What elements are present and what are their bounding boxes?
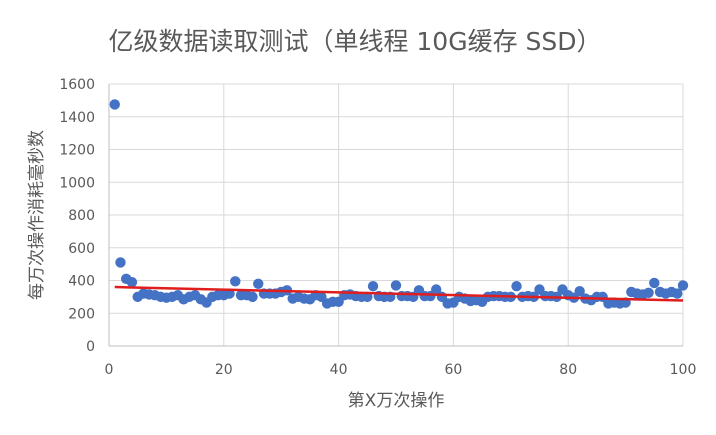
y-tick-label: 800 [68,208,95,224]
x-tick-label: 40 [330,362,348,378]
x-tick-label: 0 [105,362,114,378]
y-tick-label: 600 [68,241,95,257]
y-tick-label: 1600 [59,77,95,93]
data-point [126,276,138,288]
x-tick-label: 20 [215,362,233,378]
data-point [643,287,654,298]
chart-title: 亿级数据读取测试（单线程 10G缓存 SSD） [108,27,601,56]
data-points [109,99,689,309]
trendline-layer [114,285,684,302]
y-tick-label: 400 [68,274,95,290]
data-point [390,280,402,291]
y-tick-label: 200 [68,306,95,322]
tick-labels: 0 200 400 600 800 1000 1200 1400 1600 0 20 40 60 80 10… [59,77,696,378]
data-point [253,278,264,289]
gridlines [109,83,684,346]
y-axis-title: 每万次操作消耗毫秒数 [27,130,47,300]
data-point [672,288,683,299]
x-tick-label: 60 [444,362,462,378]
data-point [677,280,689,291]
data-point [649,277,660,289]
data-point [367,281,379,292]
data-point [511,281,522,292]
trendline [114,285,684,302]
x-axis-title: 第X万次操作 [348,391,445,411]
data-point [109,99,120,110]
data-point [430,284,442,295]
y-tick-label: 0 [86,339,95,355]
x-tick-label: 100 [670,362,697,378]
y-tick-label: 1400 [59,110,95,126]
axes [108,84,683,347]
data-point [230,276,241,287]
data-point [115,257,126,268]
data-point [247,291,258,303]
y-tick-label: 1200 [59,143,95,159]
y-tick-label: 1000 [59,175,95,191]
data-point [574,285,585,297]
x-tick-label: 80 [559,362,577,378]
